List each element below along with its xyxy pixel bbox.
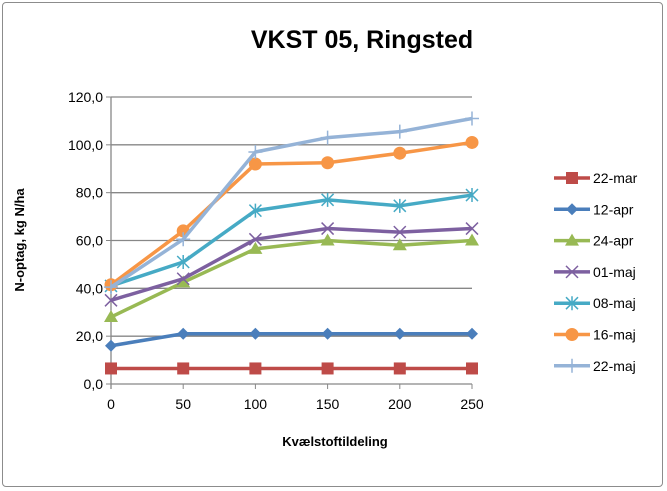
x-tick-label: 150 — [316, 396, 340, 412]
x-tick-label: 200 — [388, 396, 412, 412]
data-point — [248, 241, 263, 254]
legend-item: 16-maj — [554, 327, 636, 343]
data-point — [176, 275, 191, 288]
y-tick-label: 120,0 — [68, 89, 103, 105]
y-tick-label: 0,0 — [84, 376, 104, 392]
legend-marker — [565, 296, 579, 311]
y-axis-label: N-optag, kg N/ha — [12, 188, 27, 292]
data-point — [392, 124, 407, 139]
data-point — [465, 111, 479, 126]
data-point — [104, 280, 118, 295]
data-point — [176, 272, 190, 286]
data-point — [393, 362, 406, 375]
data-point — [465, 188, 479, 203]
data-point — [393, 146, 407, 160]
legend-item: 22-mar — [554, 170, 638, 186]
legend-label: 01-maj — [593, 264, 636, 280]
legend-label: 24-apr — [593, 233, 634, 249]
y-tick-label: 100,0 — [68, 137, 103, 153]
series-22-maj — [104, 111, 479, 295]
data-point — [465, 233, 479, 246]
data-point — [177, 362, 190, 375]
legend-label: 22-mar — [593, 170, 638, 186]
data-point — [248, 232, 262, 246]
data-point — [321, 192, 335, 207]
y-tick-label: 80,0 — [76, 185, 103, 201]
data-point — [321, 362, 334, 375]
data-point — [465, 135, 479, 149]
data-point — [320, 130, 335, 145]
data-point — [392, 238, 407, 251]
data-point — [104, 310, 118, 323]
series-line — [110, 238, 473, 319]
data-point — [321, 327, 334, 340]
y-tick-label: 20,0 — [76, 328, 103, 344]
x-tick-label: 100 — [244, 396, 268, 412]
legend-item: 01-maj — [554, 264, 636, 280]
data-point — [466, 362, 478, 375]
y-tick-label: 60,0 — [76, 233, 103, 249]
chart-title: VKST 05, Ringsted — [251, 26, 473, 54]
series-line — [110, 193, 473, 288]
x-tick-label: 0 — [107, 396, 115, 412]
legend-item: 22-maj — [554, 358, 636, 374]
data-point — [248, 145, 263, 160]
data-point — [249, 327, 262, 340]
chart-frame — [2, 2, 663, 487]
data-point — [321, 222, 335, 236]
x-tick-label: 250 — [460, 396, 484, 412]
legend-marker — [565, 358, 579, 373]
series-24-apr — [104, 233, 479, 323]
y-tick-label: 40,0 — [76, 280, 103, 296]
data-point — [320, 233, 335, 246]
legend-label: 16-maj — [593, 327, 636, 343]
series-12-apr — [105, 327, 478, 352]
series-line — [110, 332, 472, 348]
data-point — [393, 198, 407, 213]
data-point — [104, 293, 118, 307]
series-01-maj — [104, 222, 479, 307]
data-point — [393, 225, 407, 239]
data-point — [321, 156, 335, 170]
data-point — [177, 327, 190, 340]
data-point — [105, 339, 117, 352]
legend-item: 08-maj — [554, 295, 636, 311]
data-point — [249, 362, 262, 375]
legend-item: 12-apr — [554, 201, 634, 217]
legend-label: 08-maj — [593, 295, 636, 311]
legend-label: 12-apr — [593, 201, 634, 217]
x-axis-label: Kvælstoftildeling — [282, 434, 388, 449]
series-line — [109, 140, 473, 287]
series-22-mar — [105, 362, 478, 375]
data-point — [248, 203, 262, 218]
series-line — [110, 116, 473, 289]
legend-item: 24-apr — [554, 233, 634, 249]
legend-marker — [565, 265, 579, 279]
data-point — [105, 362, 117, 375]
legend-marker — [566, 203, 578, 216]
series-line — [110, 226, 473, 302]
data-point — [465, 222, 479, 236]
series-16-maj — [104, 135, 479, 292]
legend-label: 22-maj — [593, 358, 636, 374]
data-point — [176, 255, 190, 270]
data-point — [176, 232, 191, 247]
x-tick-label: 50 — [175, 396, 191, 412]
data-point — [466, 327, 478, 340]
data-point — [248, 157, 262, 171]
data-point — [393, 327, 406, 340]
legend-marker — [565, 328, 579, 341]
legend-marker — [565, 233, 579, 246]
legend-marker — [566, 172, 578, 184]
